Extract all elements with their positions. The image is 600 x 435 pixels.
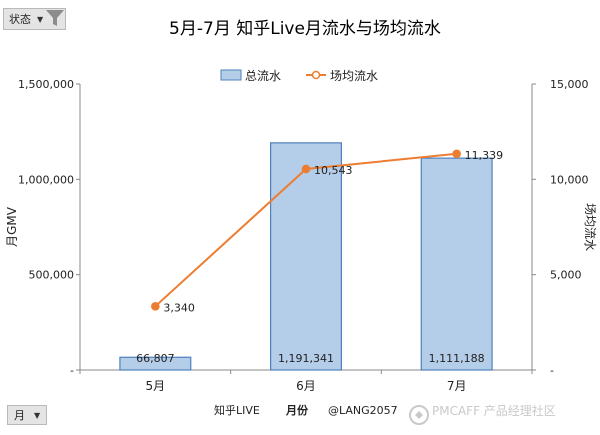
y2-axis-label: 场均流水	[583, 203, 597, 251]
legend-bar-label: 总流水	[245, 69, 281, 83]
bar-mark	[269, 142, 343, 371]
y-tick-label: 1,500,000	[18, 78, 74, 91]
line-data-label: 3,340	[163, 301, 195, 314]
line-point	[301, 164, 311, 174]
legend-line-label: 场均流水	[330, 69, 378, 83]
month-filter-button[interactable]: 月 ▼	[7, 405, 47, 425]
x-tick-label: 7月	[447, 379, 467, 393]
y-tick-label: 500,000	[29, 269, 75, 282]
bar-data-label: 1,111,188	[429, 352, 485, 365]
footer-handle: @LANG2057	[328, 404, 398, 417]
pmcaff-logo-icon	[409, 405, 429, 425]
y2-tick-label: 10,000	[550, 173, 589, 186]
footer-text: 知乎LIVE	[214, 403, 260, 417]
chart-title: 5月-7月 知乎Live月流水与场均流水	[169, 19, 441, 39]
y2-tick-label: 5,000	[550, 269, 582, 282]
line-point	[452, 149, 461, 159]
line-data-label: 11,339	[465, 149, 504, 162]
legend-line-marker	[311, 70, 321, 80]
line-point	[151, 302, 160, 311]
bar-mark	[119, 356, 192, 371]
y-tick-label: -	[70, 364, 74, 377]
line-data-label: 10,543	[314, 164, 353, 177]
status-filter-label: 状态	[9, 13, 31, 26]
bar-mark	[420, 157, 493, 371]
x-axis-label: 月份	[285, 403, 309, 417]
dropdown-arrow-icon: ▼	[34, 410, 41, 420]
bar-data-label: 66,807	[136, 352, 175, 365]
funnel-icon[interactable]	[45, 9, 65, 27]
month-filter-label: 月	[14, 409, 25, 422]
dropdown-arrow-icon: ▼	[37, 14, 44, 24]
y2-tick-label: -	[550, 364, 554, 377]
x-tick-label: 6月	[296, 379, 316, 393]
legend-bar-swatch	[220, 69, 242, 81]
y2-tick-label: 15,000	[550, 78, 589, 91]
bar-data-label: 1,191,341	[278, 352, 334, 365]
x-tick-label: 5月	[146, 379, 166, 393]
y-axis-label: 月GMV	[5, 206, 19, 247]
y-tick-label: 1,000,000	[18, 173, 74, 186]
watermark-text: PMCAFF 产品经理社区	[432, 403, 556, 418]
